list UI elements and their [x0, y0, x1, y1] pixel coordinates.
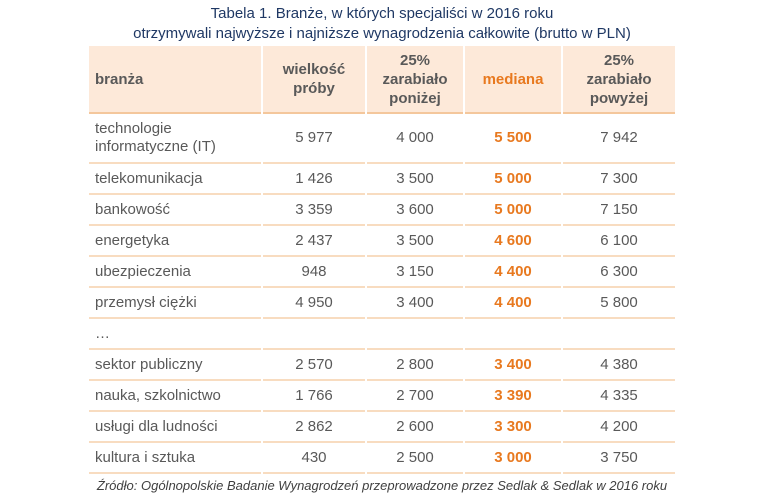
- cell-industry: …: [89, 319, 261, 350]
- cell-industry: przemysł ciężki: [89, 288, 261, 319]
- source-note: Źródło: Ogólnopolskie Badanie Wynagrodze…: [96, 478, 668, 493]
- cell-lower-quartile: 3 600: [367, 195, 463, 226]
- cell-lower-quartile: 2 500: [367, 443, 463, 474]
- header-lower-quartile: 25% zarabiało poniżej: [367, 46, 463, 114]
- cell-lower-quartile: 3 500: [367, 226, 463, 257]
- table-row: bankowość 3 359 3 600 5 000 7 150: [89, 195, 675, 226]
- header-upper-quartile: 25% zarabiało powyżej: [563, 46, 675, 114]
- cell-upper-quartile: [563, 319, 675, 350]
- cell-upper-quartile: 4 335: [563, 381, 675, 412]
- cell-industry: sektor publiczny: [89, 350, 261, 381]
- table-row: nauka, szkolnictwo 1 766 2 700 3 390 4 335: [89, 381, 675, 412]
- cell-sample-size: 430: [263, 443, 365, 474]
- cell-median: [465, 319, 561, 350]
- cell-upper-quartile: 7 300: [563, 164, 675, 195]
- header-sample-size: wielkość próby: [263, 46, 365, 114]
- table-row: usługi dla ludności 2 862 2 600 3 300 4 200: [89, 412, 675, 443]
- cell-sample-size: 4 950: [263, 288, 365, 319]
- table-row: sektor publiczny 2 570 2 800 3 400 4 380: [89, 350, 675, 381]
- cell-industry: technologie informatyczne (IT): [89, 114, 261, 164]
- table-row: telekomunikacja 1 426 3 500 5 000 7 300: [89, 164, 675, 195]
- cell-median: 4 400: [465, 288, 561, 319]
- cell-upper-quartile: 4 380: [563, 350, 675, 381]
- table-row: technologie informatyczne (IT) 5 977 4 000…: [89, 114, 675, 164]
- header-row: branża wielkość próby 25% zarabiało poni…: [89, 46, 675, 114]
- cell-median: 4 400: [465, 257, 561, 288]
- cell-sample-size: 2 437: [263, 226, 365, 257]
- cell-upper-quartile: 7 942: [563, 114, 675, 164]
- cell-lower-quartile: 3 150: [367, 257, 463, 288]
- cell-sample-size: 1 426: [263, 164, 365, 195]
- cell-median: 5 500: [465, 114, 561, 164]
- cell-sample-size: [263, 319, 365, 350]
- table-row: kultura i sztuka 430 2 500 3 000 3 750: [89, 443, 675, 474]
- cell-lower-quartile: 2 800: [367, 350, 463, 381]
- cell-median: 5 000: [465, 195, 561, 226]
- table-row: ubezpieczenia 948 3 150 4 400 6 300: [89, 257, 675, 288]
- cell-upper-quartile: 6 300: [563, 257, 675, 288]
- table-row: przemysł ciężki 4 950 3 400 4 400 5 800: [89, 288, 675, 319]
- cell-sample-size: 1 766: [263, 381, 365, 412]
- table-row: energetyka 2 437 3 500 4 600 6 100: [89, 226, 675, 257]
- cell-industry: energetyka: [89, 226, 261, 257]
- cell-median: 3 400: [465, 350, 561, 381]
- cell-sample-size: 3 359: [263, 195, 365, 226]
- cell-sample-size: 2 862: [263, 412, 365, 443]
- cell-upper-quartile: 5 800: [563, 288, 675, 319]
- cell-lower-quartile: 3 400: [367, 288, 463, 319]
- cell-lower-quartile: 2 600: [367, 412, 463, 443]
- cell-industry: bankowość: [89, 195, 261, 226]
- cell-sample-size: 5 977: [263, 114, 365, 164]
- cell-median: 5 000: [465, 164, 561, 195]
- salary-table: branża wielkość próby 25% zarabiało poni…: [87, 46, 677, 474]
- cell-sample-size: 2 570: [263, 350, 365, 381]
- cell-upper-quartile: 6 100: [563, 226, 675, 257]
- cell-sample-size: 948: [263, 257, 365, 288]
- table-row: …: [89, 319, 675, 350]
- cell-upper-quartile: 4 200: [563, 412, 675, 443]
- cell-median: 3 390: [465, 381, 561, 412]
- cell-industry: usługi dla ludności: [89, 412, 261, 443]
- cell-industry: nauka, szkolnictwo: [89, 381, 261, 412]
- cell-lower-quartile: 2 700: [367, 381, 463, 412]
- cell-median: 3 300: [465, 412, 561, 443]
- table-title-line1: Tabela 1. Branże, w których specjaliści …: [210, 5, 554, 22]
- cell-lower-quartile: 4 000: [367, 114, 463, 164]
- header-branza: branża: [89, 46, 261, 114]
- cell-industry: ubezpieczenia: [89, 257, 261, 288]
- cell-industry: kultura i sztuka: [89, 443, 261, 474]
- cell-upper-quartile: 7 150: [563, 195, 675, 226]
- cell-upper-quartile: 3 750: [563, 443, 675, 474]
- header-median: mediana: [465, 46, 561, 114]
- cell-median: 3 000: [465, 443, 561, 474]
- table-title-line2: otrzymywali najwyższe i najniższe wynagr…: [133, 25, 631, 42]
- cell-median: 4 600: [465, 226, 561, 257]
- cell-lower-quartile: 3 500: [367, 164, 463, 195]
- cell-industry: telekomunikacja: [89, 164, 261, 195]
- cell-lower-quartile: [367, 319, 463, 350]
